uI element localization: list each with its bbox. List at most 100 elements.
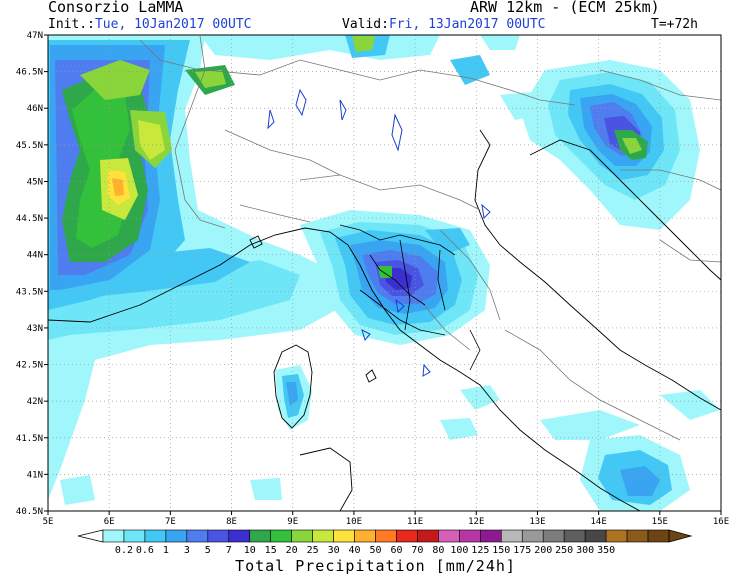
colorbar-swatch bbox=[249, 529, 272, 543]
lon-label: 6E bbox=[104, 517, 115, 527]
lon-label: 16E bbox=[713, 517, 729, 527]
colorbar-threshold: 15 bbox=[265, 545, 277, 556]
colorbar-swatch bbox=[144, 529, 167, 543]
lat-label: 44N bbox=[27, 251, 43, 261]
lat-label: 41N bbox=[27, 470, 43, 480]
lat-label: 43.5N bbox=[16, 287, 43, 297]
colorbar-swatch bbox=[459, 529, 481, 543]
lat-label: 47N bbox=[27, 31, 43, 41]
lat-label: 45.5N bbox=[16, 141, 43, 151]
colorbar-threshold: 10 bbox=[244, 545, 256, 556]
lead-time: T=+72h bbox=[651, 17, 698, 32]
colorbar-swatch bbox=[500, 529, 523, 543]
colorbar-swatch bbox=[375, 529, 397, 543]
colorbar-swatch bbox=[165, 529, 188, 543]
colorbar-threshold: 50 bbox=[369, 545, 381, 556]
colorbar-threshold: 0.6 bbox=[136, 545, 154, 556]
init-time: Init.:Tue, 10Jan2017 00UTC bbox=[48, 17, 252, 32]
lon-label: 9E bbox=[287, 517, 298, 527]
provider-title: Consorzio LaMMA bbox=[48, 0, 184, 16]
lon-label: 7E bbox=[165, 517, 176, 527]
lat-label: 45N bbox=[27, 177, 43, 187]
lat-label: 43N bbox=[27, 324, 43, 334]
colorbar-swatch bbox=[270, 529, 292, 543]
init-label: Init.: bbox=[48, 17, 95, 32]
colorbar-threshold: 300 bbox=[576, 545, 594, 556]
model-title: ARW 12km - (ECM 25km) bbox=[470, 0, 660, 16]
colorbar-swatch bbox=[354, 529, 376, 543]
longitude-labels: 5E 6E 7E 8E 9E 10E 11E 12E 13E 14E 15E 16E bbox=[43, 511, 729, 527]
colorbar-threshold: 0.2 bbox=[115, 545, 133, 556]
lat-label: 42N bbox=[27, 397, 43, 407]
colorbar-threshold: 25 bbox=[307, 545, 319, 556]
colorbar-threshold: 7 bbox=[226, 545, 232, 556]
colorbar-swatch bbox=[438, 529, 460, 543]
colorbar-threshold: 30 bbox=[328, 545, 340, 556]
map-frame bbox=[47, 34, 722, 512]
colorbar-swatch bbox=[605, 529, 628, 543]
lat-label: 42.5N bbox=[16, 361, 43, 371]
lon-label: 13E bbox=[529, 517, 545, 527]
lon-label: 8E bbox=[226, 517, 237, 527]
colorbar-swatch bbox=[102, 529, 125, 543]
valid-label: Valid: bbox=[342, 17, 389, 32]
colorbar-swatch bbox=[396, 529, 418, 543]
lon-label: 12E bbox=[468, 517, 484, 527]
colorbar-swatch bbox=[291, 529, 313, 543]
colorbar-threshold: 70 bbox=[411, 545, 423, 556]
colorbar-threshold: 150 bbox=[492, 545, 510, 556]
init-value: Tue, 10Jan2017 00UTC bbox=[94, 17, 252, 32]
colorbar-threshold: 250 bbox=[555, 545, 573, 556]
lon-label: 5E bbox=[43, 517, 54, 527]
colorbar-threshold: 100 bbox=[450, 545, 468, 556]
lat-lon-grid bbox=[48, 35, 721, 511]
colorbar-threshold: 175 bbox=[513, 545, 531, 556]
colorbar-swatch bbox=[123, 529, 146, 543]
lakes bbox=[267, 88, 491, 377]
colorbar-swatch bbox=[563, 529, 586, 543]
lon-label: 10E bbox=[346, 517, 362, 527]
colorbar-threshold: 40 bbox=[349, 545, 361, 556]
colorbar-high-arrow bbox=[668, 529, 693, 543]
colorbar-threshold: 20 bbox=[286, 545, 298, 556]
colorbar-swatch bbox=[647, 529, 670, 543]
colorbar-threshold: 200 bbox=[534, 545, 552, 556]
lon-label: 15E bbox=[652, 517, 668, 527]
colorbar-swatch bbox=[480, 529, 502, 543]
lat-label: 46.5N bbox=[16, 68, 43, 78]
colorbar-title: Total Precipitation [mm/24h] bbox=[235, 557, 516, 575]
lat-label: 44.5N bbox=[16, 214, 43, 224]
colorbar-threshold: 80 bbox=[432, 545, 444, 556]
colorbar-swatch bbox=[228, 529, 251, 543]
colorbar-threshold: 1 bbox=[163, 545, 169, 556]
colorbar-low-arrow bbox=[77, 529, 104, 543]
coastlines bbox=[47, 129, 722, 512]
colorbar-threshold: 5 bbox=[205, 545, 211, 556]
lon-label: 11E bbox=[407, 517, 423, 527]
colorbar-swatch bbox=[312, 529, 334, 543]
colorbar-threshold: 3 bbox=[184, 545, 190, 556]
latitude-labels: 47N 46.5N 46N 45.5N 45N 44.5N 44N 43.5N 43N 42.5N… bbox=[16, 31, 48, 517]
colorbar-swatch bbox=[186, 529, 209, 543]
region-borders bbox=[339, 224, 481, 371]
colorbar-threshold: 125 bbox=[471, 545, 489, 556]
colorbar-swatch bbox=[207, 529, 230, 543]
colorbar-swatch bbox=[584, 529, 607, 543]
lon-label: 14E bbox=[591, 517, 607, 527]
lat-label: 46N bbox=[27, 104, 43, 114]
colorbar-swatch bbox=[521, 529, 544, 543]
colorbar-swatch bbox=[333, 529, 355, 543]
colorbar-swatch bbox=[542, 529, 565, 543]
colorbar bbox=[77, 529, 693, 543]
valid-time: Valid:Fri, 13Jan2017 00UTC bbox=[342, 17, 546, 32]
lat-label: 41.5N bbox=[16, 434, 43, 444]
lat-label: 40.5N bbox=[16, 507, 43, 517]
colorbar-swatch bbox=[417, 529, 439, 543]
colorbar-threshold: 60 bbox=[390, 545, 402, 556]
colorbar-labels: 0.2 0.6 1 3 5 7 10 15 20 25 30 40 50 60 70 80 100 125 150 1… bbox=[115, 545, 615, 556]
precipitation-field bbox=[48, 35, 720, 511]
colorbar-threshold: 350 bbox=[597, 545, 615, 556]
valid-value: Fri, 13Jan2017 00UTC bbox=[388, 17, 546, 32]
borders bbox=[139, 35, 722, 441]
